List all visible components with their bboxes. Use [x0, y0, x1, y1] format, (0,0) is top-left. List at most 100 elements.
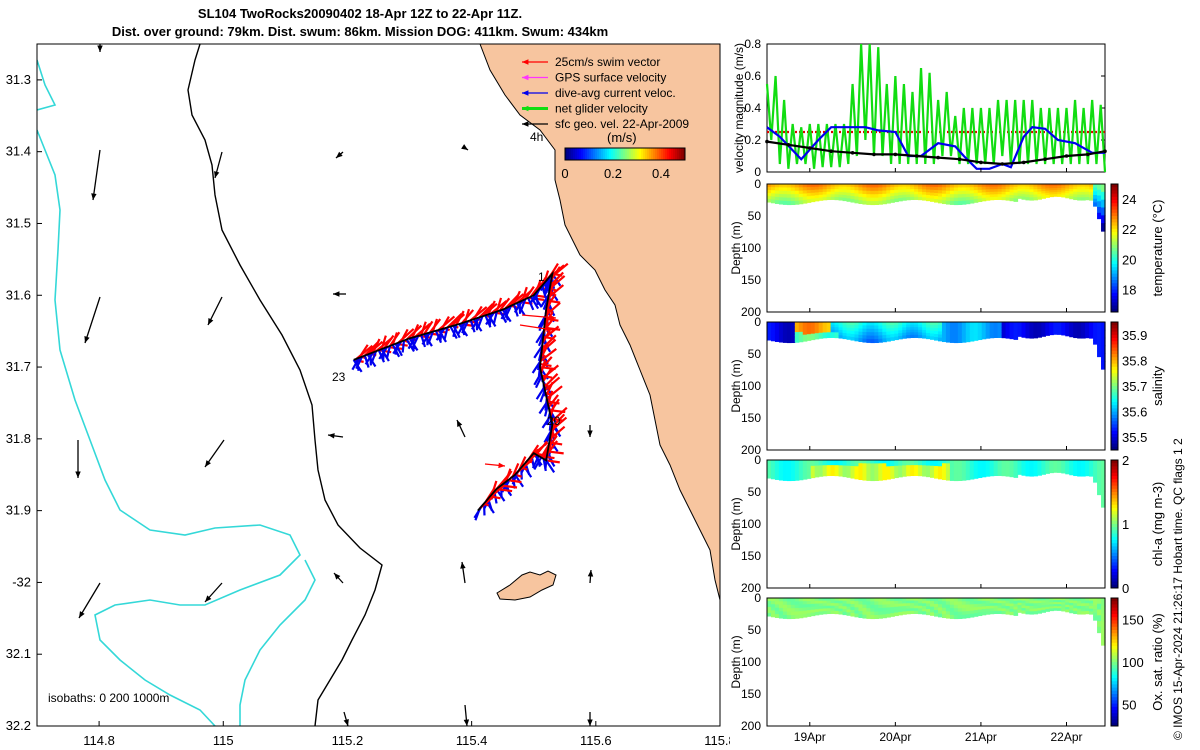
geostrophic-arrow [204, 439, 225, 468]
current-vector [476, 315, 484, 329]
swim-vector [541, 334, 557, 350]
swim-vector [484, 462, 506, 469]
map-plot: 114.8 115 115.2 115.4 115.6 115.8 31.3 31.4 31.… [6, 43, 730, 748]
colorbar-tick: 0.4 [652, 166, 670, 181]
map-ytick-label: 32.2 [6, 718, 31, 733]
swim-vector [540, 359, 547, 374]
oxygen-colorbar-tick: 100 [1122, 655, 1144, 670]
swim-vector [420, 321, 427, 336]
oxygen-colorbar-tick: 50 [1122, 698, 1136, 713]
geostrophic-arrow [97, 44, 103, 52]
current-vector [533, 456, 543, 471]
current-vector [542, 458, 547, 472]
map-ytick-label: 31.3 [6, 72, 31, 87]
swim-vector [549, 271, 564, 287]
depth-tick: 150 [741, 549, 761, 563]
swim-vector [364, 341, 379, 357]
date-tick-label: 19Apr [794, 730, 826, 744]
swim-vector [472, 305, 483, 320]
chla-panel: 0 50 100 150 200 Depth (m) 2 1 0 chl-a (mg m-3) [730, 453, 1165, 596]
swim-vector [380, 335, 387, 350]
swim-vector [547, 394, 559, 408]
salinity-panel: 0 50 100 150 200 Depth (m) 35.9 35.8 35.7 35.6 35.… [730, 315, 1165, 457]
swim-vector [549, 403, 556, 417]
swim-vector [550, 406, 568, 423]
depth-tick: 200 [741, 443, 761, 457]
geostrophic-arrow [456, 419, 466, 438]
map-ytick-label: 31.5 [6, 215, 31, 230]
temperature-colorbar-tick: 24 [1122, 192, 1136, 207]
legend-arrow [522, 121, 548, 127]
current-vector [435, 327, 446, 341]
geostrophic-arrow [587, 712, 593, 726]
geostrophic-arrow [91, 149, 101, 201]
swim-vector [545, 459, 560, 464]
panel-column: 0.8 0.6 0.4 0.2 0 velocity magnitude (m/s) 0 5… [730, 37, 1165, 744]
geostrophic-arrow [587, 569, 594, 584]
geostrophic-arrow [207, 296, 223, 326]
legend-entry: sfc geo. vel. 22-Apr-2009 [555, 117, 689, 131]
current-vector [535, 386, 546, 400]
current-vector [533, 345, 544, 359]
geostrophic-arrow [333, 291, 346, 297]
map-xtick-label: 115.6 [580, 733, 612, 748]
speed-colorbar: (m/s) 0 0.2 0.4 [561, 130, 686, 181]
swim-vector [551, 413, 566, 429]
legend-entry: 25cm/s swim vector [555, 55, 660, 69]
swim-vector [463, 308, 471, 323]
swim-vector [542, 368, 553, 383]
land-area [479, 44, 720, 601]
swim-vector [372, 338, 381, 353]
current-vector [504, 305, 513, 319]
current-vector [401, 340, 406, 353]
current-vector [351, 357, 361, 371]
swim-vector [524, 285, 535, 300]
depth-tick: 200 [741, 581, 761, 595]
current-vector [452, 324, 458, 338]
swim-vector [358, 344, 369, 359]
date-tick-label: 21Apr [965, 730, 997, 744]
day-label-20: 20 [547, 414, 561, 428]
oxygen-colorbar-label: Ox. sat. ratio (%) [1150, 613, 1165, 711]
current-vector [487, 313, 497, 327]
salinity-colorbar-tick: 35.9 [1122, 328, 1147, 343]
current-vector [385, 345, 392, 359]
current-vector [500, 306, 510, 320]
current-vector [370, 350, 378, 364]
legend-arrow [522, 59, 548, 65]
swim-vector [431, 318, 438, 332]
salinity-colorbar-tick: 35.8 [1122, 353, 1147, 368]
swim-vector [545, 381, 554, 397]
temperature-colorbar-label: temperature (°C) [1150, 200, 1165, 297]
swim-vector [495, 297, 503, 312]
swim-vector [543, 373, 559, 388]
date-tick-label: 20Apr [879, 730, 911, 744]
current-vector [541, 415, 552, 429]
chla-depth-label: Depth (m) [730, 497, 743, 550]
footer-credit: © IMOS 15-Apr-2024 21:26:17 Hobart time.… [1171, 438, 1185, 740]
salinity-colorbar-tick: 35.7 [1122, 379, 1147, 394]
isobath-label: isobaths: 0 200 1000m [48, 691, 169, 705]
colorbar-tick: 0 [561, 166, 568, 181]
chla-colorbar-label: chl-a (mg m-3) [1150, 482, 1165, 567]
map-ytick-label: -32 [12, 574, 31, 589]
current-vector [533, 372, 543, 386]
swim-vector [543, 311, 554, 326]
geostrophic-arrow [214, 151, 223, 179]
depth-tick: 0 [754, 453, 761, 467]
current-vector [535, 375, 543, 389]
map-xtick-label: 114.8 [83, 733, 115, 748]
swim-vector [423, 320, 434, 335]
map-legend: 25cm/s swim vector GPS surface velocitydi… [522, 55, 689, 131]
island [496, 570, 557, 601]
velocity-ytick: 0.4 [744, 101, 761, 115]
depth-tick: 0 [754, 591, 761, 605]
depth-tick: 150 [741, 411, 761, 425]
salinity-colorbar-label: salinity [1150, 366, 1165, 406]
swim-vector [541, 329, 551, 344]
velocity-ytick: 0.8 [744, 37, 761, 51]
legend-entry: GPS surface velocity [555, 71, 666, 85]
swim-vector [519, 324, 554, 332]
geostrophic-arrow [204, 582, 223, 603]
